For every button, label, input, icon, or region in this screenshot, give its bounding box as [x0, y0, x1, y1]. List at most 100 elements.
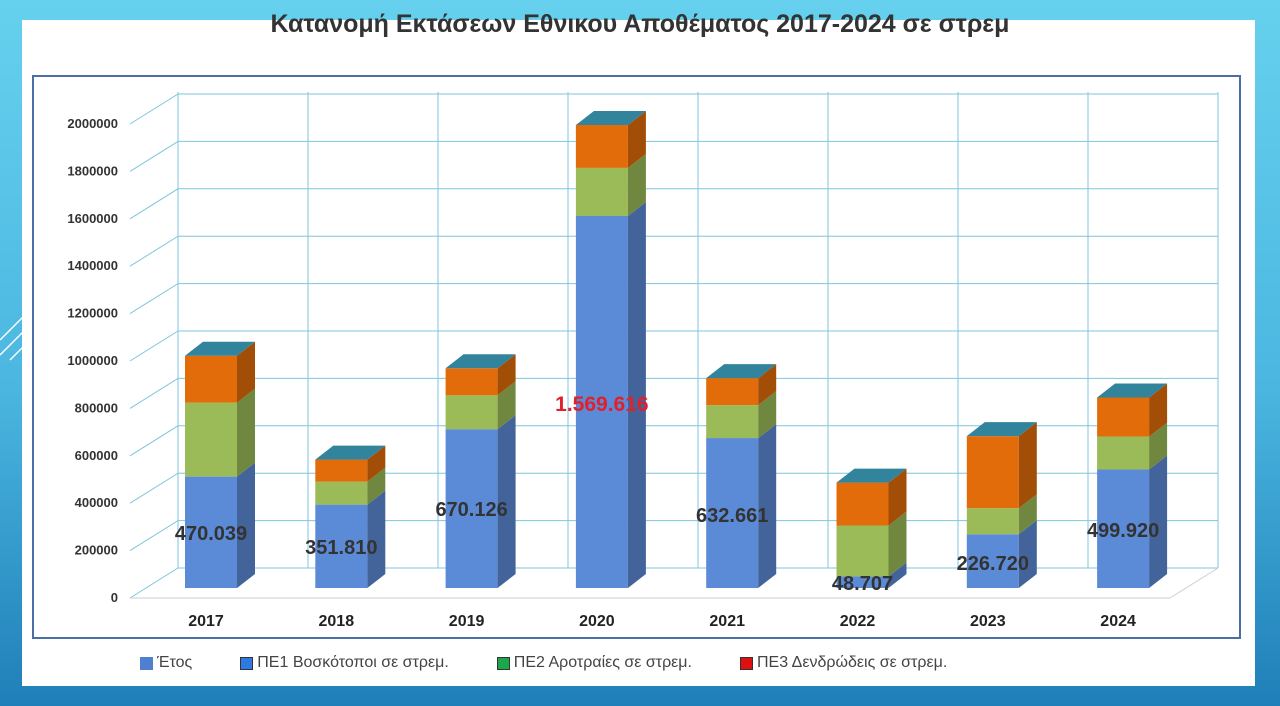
- bar-top: [315, 445, 386, 460]
- data-label: 670.126: [435, 499, 507, 521]
- y-tick-label: 2000000: [67, 116, 118, 131]
- bar-segment: [445, 368, 498, 396]
- bar-segment: [706, 405, 759, 439]
- bar-segment: [575, 124, 628, 168]
- x-tick-label: 2019: [449, 613, 485, 630]
- legend-swatch: [739, 656, 753, 670]
- bar-segment: [445, 395, 498, 430]
- bar-side: [888, 468, 907, 526]
- bar-side: [627, 202, 646, 588]
- legend-swatch: [240, 656, 254, 670]
- bar-top: [575, 110, 646, 125]
- bar-side: [367, 490, 386, 588]
- legend-item-pe1: ΠΕ1 Βοσκότοποι σε στρεμ.: [240, 654, 449, 672]
- bar-stack-2019: [445, 354, 516, 588]
- y-tick-label: 1600000: [67, 211, 118, 226]
- bar-side: [1149, 455, 1168, 588]
- legend-item-pe2: ΠΕ2 Αροτραίες σε στρεμ.: [496, 654, 692, 672]
- bar-side: [758, 391, 777, 439]
- bar-side: [888, 562, 907, 588]
- bar-stack-2017: [185, 341, 255, 588]
- bar-segment: [185, 402, 237, 477]
- data-label: 632.661: [696, 505, 768, 527]
- y-tick-label: 200000: [75, 543, 118, 558]
- bar-segment: [185, 355, 237, 403]
- legend: Έτος ΠΕ1 Βοσκότοποι σε στρεμ. ΠΕ2 Αροτρα…: [140, 654, 947, 672]
- bar-side: [627, 110, 646, 168]
- gridline: [129, 472, 1218, 504]
- bar-segment: [315, 459, 368, 482]
- y-tick-label: 1000000: [67, 353, 118, 368]
- gridline: [129, 330, 1218, 362]
- data-label: 1.569.616: [555, 393, 648, 416]
- bar-segment: [836, 525, 889, 577]
- legend-swatch: [140, 656, 153, 670]
- y-tick-label: 600000: [75, 448, 118, 463]
- bar-side: [1018, 494, 1037, 535]
- legend-label: Έτος: [157, 654, 193, 671]
- bar-segment: [966, 436, 1019, 509]
- bar-stack-2020: [575, 110, 646, 588]
- gridline: [129, 377, 1218, 409]
- bar-segment: [966, 508, 1019, 535]
- bar-segment: [836, 482, 889, 526]
- y-tick-label: 400000: [75, 495, 118, 510]
- bar-side: [237, 341, 255, 403]
- bar-segment: [315, 504, 368, 588]
- bar-stack-2024: [1097, 383, 1168, 588]
- x-tick-label: 2017: [188, 613, 224, 630]
- bar-stack-2021: [706, 364, 777, 588]
- bar-side: [1018, 520, 1037, 588]
- bar-segment: [1097, 436, 1150, 470]
- y-tick-label: 0: [111, 590, 118, 605]
- bar-segment: [575, 167, 628, 217]
- bar-segment: [1097, 397, 1150, 437]
- bar-stack-2022: [836, 468, 907, 588]
- bar-side: [758, 424, 777, 588]
- data-label: 470.039: [175, 523, 247, 545]
- bar-segment: [315, 481, 368, 505]
- data-label: 351.810: [305, 537, 377, 559]
- gridline: [129, 567, 1218, 599]
- bar-top: [836, 468, 907, 483]
- legend-item-year: Έτος: [140, 654, 192, 672]
- bar-side: [237, 462, 255, 588]
- bar-side: [1149, 383, 1168, 437]
- x-tick-label: 2024: [1100, 613, 1136, 630]
- x-tick-label: 2018: [319, 613, 355, 630]
- bar-top: [966, 422, 1037, 437]
- gridline: [129, 520, 1218, 552]
- y-tick-label: 1800000: [67, 163, 118, 178]
- y-tick-label: 1200000: [67, 306, 118, 321]
- bar-segment: [445, 429, 498, 588]
- bar-side: [1018, 422, 1037, 509]
- bar-side: [497, 415, 516, 588]
- gridline: [129, 93, 1218, 125]
- x-tick-label: 2022: [840, 613, 876, 630]
- bar-side: [367, 467, 386, 505]
- gridline: [129, 188, 1218, 220]
- bar-segment: [1097, 469, 1150, 588]
- bar-top: [1097, 383, 1168, 398]
- gridline: [129, 235, 1218, 267]
- bar-stack-2023: [966, 422, 1037, 588]
- bar-side: [497, 354, 516, 396]
- bar-side: [497, 381, 516, 430]
- bar-segment: [575, 216, 628, 588]
- legend-swatch: [496, 656, 510, 670]
- bar-top: [706, 364, 777, 379]
- x-tick-label: 2020: [579, 613, 615, 630]
- bar-side: [888, 511, 907, 577]
- decorative-lines: [0, 309, 30, 361]
- bar-side: [367, 445, 386, 482]
- plot-frame: [32, 75, 1241, 639]
- bar-top: [185, 341, 255, 356]
- y-tick-label: 1400000: [67, 258, 118, 273]
- bar-segment: [836, 576, 889, 588]
- y-tick-label: 800000: [75, 400, 118, 415]
- legend-label: ΠΕ1 Βοσκότοποι σε στρεμ.: [257, 654, 449, 671]
- bar-side: [1149, 422, 1168, 470]
- data-label: 226.720: [957, 553, 1029, 575]
- bar-segment: [706, 438, 759, 588]
